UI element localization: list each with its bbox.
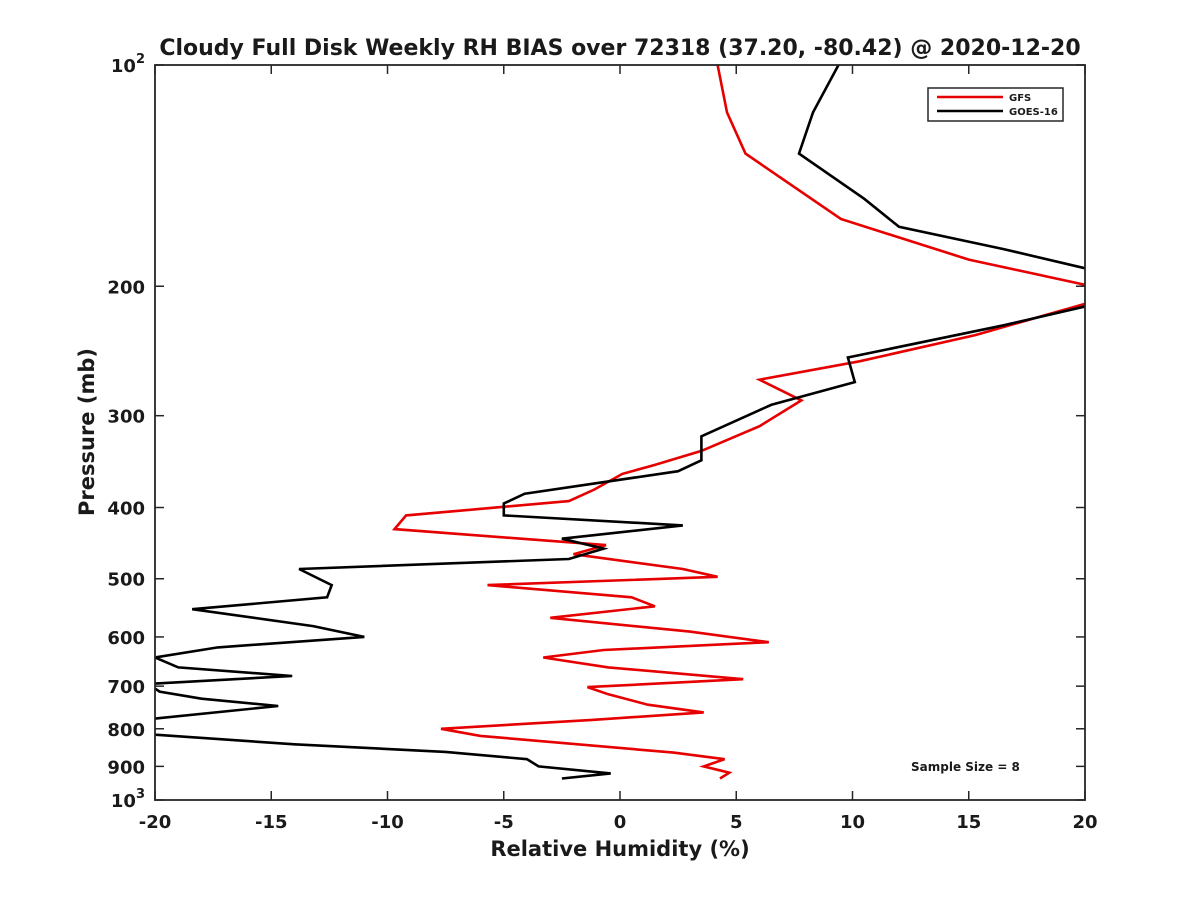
legend: GFS GOES-16 — [927, 87, 1064, 122]
series-layer — [155, 65, 1085, 780]
y-tick-label: 300 — [107, 407, 145, 428]
y-tick-label: 500 — [107, 570, 145, 591]
legend-label-goes16: GOES-16 — [1009, 107, 1058, 118]
x-tick-label: -20 — [139, 812, 172, 833]
x-tick-label: 10 — [840, 812, 865, 833]
chart-title: Cloudy Full Disk Weekly RH BIAS over 723… — [159, 36, 1080, 61]
y-tick-label: 600 — [107, 628, 145, 649]
x-tick-label: -15 — [255, 812, 288, 833]
y-tick-label: 200 — [107, 277, 145, 298]
x-axis: -20 -15 -10 -5 0 5 10 15 20 — [139, 65, 1098, 833]
y-axis: 102 200 300 400 500 600 700 800 900 103 — [107, 52, 1085, 812]
x-tick-label: 20 — [1072, 812, 1097, 833]
x-axis-label: Relative Humidity (%) — [490, 837, 749, 861]
y-tick-label: 102 — [111, 52, 145, 77]
series-line-goes16 — [155, 65, 1085, 780]
x-tick-label: 5 — [730, 812, 743, 833]
y-tick-label: 900 — [107, 757, 145, 778]
y-axis-label: Pressure (mb) — [75, 348, 99, 516]
x-tick-label: 0 — [614, 812, 627, 833]
x-tick-label: -10 — [371, 812, 404, 833]
y-tick-label: 700 — [107, 677, 145, 698]
series-line-gfs — [391, 65, 1085, 780]
legend-box — [927, 87, 1064, 122]
x-tick-label: 15 — [956, 812, 981, 833]
y-tick-label: 103 — [111, 787, 145, 812]
x-tick-label: -5 — [494, 812, 514, 833]
sample-size-annotation: Sample Size = 8 — [911, 760, 1020, 774]
y-tick-label: 400 — [107, 499, 145, 520]
y-tick-label: 800 — [107, 720, 145, 741]
legend-label-gfs: GFS — [1009, 93, 1031, 104]
